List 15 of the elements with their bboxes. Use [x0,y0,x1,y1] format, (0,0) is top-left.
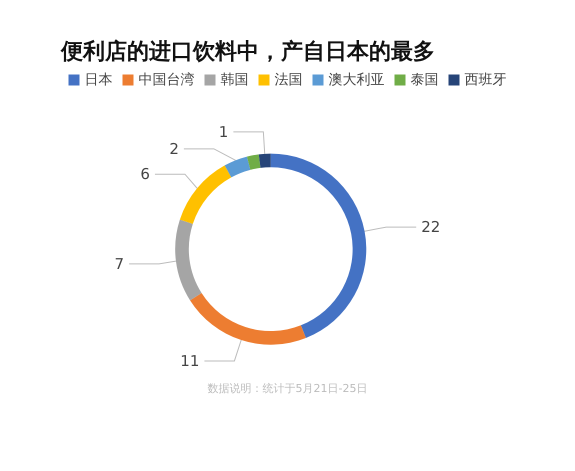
text: 数据说明：统计于5月21日-25日 [208,382,368,395]
data-label: 7 [114,254,124,273]
legend-label: 法国 [274,72,302,88]
data-label: 6 [140,165,150,184]
legend-label: 泰国 [410,72,438,88]
data-label: 22 [421,218,440,236]
chart-title: 便利店的进口饮料中，产自日本的最多 [60,38,435,64]
legend-label: 西班牙 [464,72,506,88]
data-label: 2 [169,140,179,158]
legend-label: 韩国 [220,72,248,88]
data-label: 1 [218,122,228,141]
legend-label: 日本 [84,72,112,88]
legend-label: 中国台湾 [138,72,194,88]
legend-label: 澳大利亚 [328,72,384,88]
data-label: 11 [180,352,200,370]
